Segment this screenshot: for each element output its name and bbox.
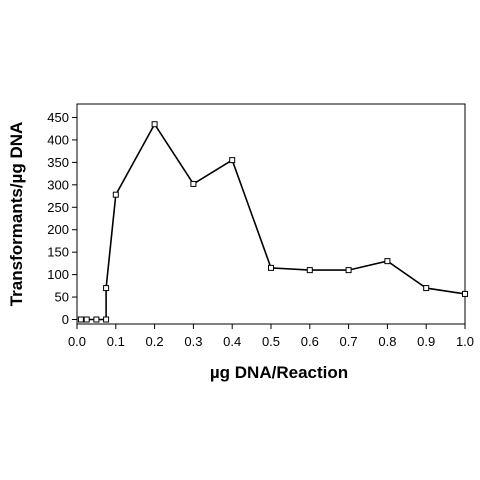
y-tick-label: 250 (47, 200, 69, 215)
data-point (462, 290, 468, 297)
data-point (190, 180, 197, 187)
data-point (345, 267, 352, 274)
x-tick-label: 0.2 (146, 334, 164, 349)
x-tick-label: 0.8 (378, 334, 396, 349)
y-tick-label: 150 (47, 245, 69, 260)
x-tick-label: 0.7 (340, 334, 358, 349)
data-point (103, 316, 110, 323)
data-point (103, 285, 110, 292)
y-tick-label: 350 (47, 155, 69, 170)
data-point (151, 121, 158, 128)
y-tick-label: 450 (47, 110, 69, 125)
y-axis-ticks: 0 50 100 150 200 250 300 350 400 450 (47, 110, 77, 327)
plot-frame (76, 103, 466, 325)
x-axis-ticks: 0.0 0.1 0.2 0.3 0.4 0.5 0.6 0.7 0.8 0.9 1.0 (68, 324, 474, 349)
y-tick-label: 300 (47, 177, 69, 192)
x-tick-label: 0.1 (107, 334, 125, 349)
y-tick-label: 100 (47, 267, 69, 282)
data-point (423, 285, 430, 292)
data-point (384, 258, 391, 265)
data-point (112, 191, 119, 198)
data-point (306, 267, 313, 274)
data-point (268, 264, 274, 271)
y-axis-title: Transformants/µg DNA (7, 122, 26, 307)
data-point (93, 316, 100, 323)
x-tick-label: 0.6 (301, 334, 319, 349)
y-tick-label: 200 (47, 222, 69, 237)
data-point (83, 316, 90, 323)
series-line (80, 122, 466, 321)
x-axis-title: µg DNA/Reaction (210, 363, 348, 382)
data-point (229, 157, 236, 164)
x-tick-label: 0.4 (223, 334, 241, 349)
x-tick-label: 0.9 (417, 334, 435, 349)
data-point (77, 316, 84, 323)
x-tick-label: 1.0 (456, 334, 474, 349)
series-layer (77, 121, 468, 323)
x-tick-label: 0.5 (262, 334, 280, 349)
y-tick-label: 0 (62, 312, 69, 327)
x-tick-label: 0.3 (184, 334, 202, 349)
y-tick-label: 50 (55, 290, 69, 305)
x-tick-label: 0.0 (68, 334, 86, 349)
y-tick-label: 400 (47, 132, 69, 147)
